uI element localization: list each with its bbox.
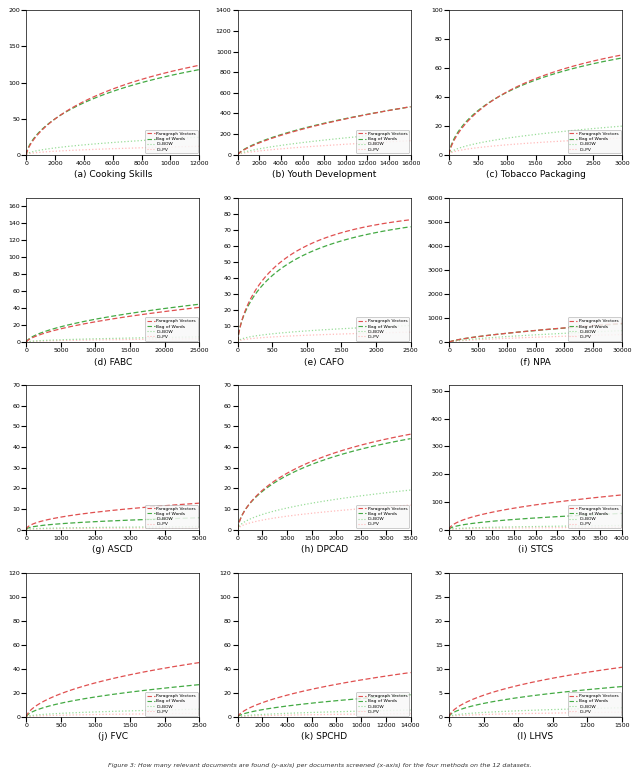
X-axis label: (h) DPCAD: (h) DPCAD	[301, 545, 348, 554]
Legend: Paragraph Vectors, Bag of Words, IG-BOW, IG-PV: Paragraph Vectors, Bag of Words, IG-BOW,…	[145, 318, 198, 341]
Legend: Paragraph Vectors, Bag of Words, IG-BOW, IG-PV: Paragraph Vectors, Bag of Words, IG-BOW,…	[356, 505, 409, 528]
Legend: Paragraph Vectors, Bag of Words, IG-BOW, IG-PV: Paragraph Vectors, Bag of Words, IG-BOW,…	[568, 505, 621, 528]
Legend: Paragraph Vectors, Bag of Words, IG-BOW, IG-PV: Paragraph Vectors, Bag of Words, IG-BOW,…	[356, 130, 409, 153]
X-axis label: (k) SPCHD: (k) SPCHD	[301, 732, 347, 741]
Legend: Paragraph Vectors, Bag of Words, IG-BOW, IG-PV: Paragraph Vectors, Bag of Words, IG-BOW,…	[145, 130, 198, 153]
X-axis label: (a) Cooking Skills: (a) Cooking Skills	[74, 170, 152, 179]
X-axis label: (i) STCS: (i) STCS	[518, 545, 553, 554]
Legend: Paragraph Vectors, Bag of Words, IG-BOW, IG-PV: Paragraph Vectors, Bag of Words, IG-BOW,…	[568, 130, 621, 153]
X-axis label: (l) LHVS: (l) LHVS	[518, 732, 554, 741]
X-axis label: (d) FABC: (d) FABC	[93, 358, 132, 367]
X-axis label: (g) ASCD: (g) ASCD	[92, 545, 133, 554]
Text: Figure 3: How many relevant documents are found (y-axis) per documents screened : Figure 3: How many relevant documents ar…	[108, 763, 532, 767]
X-axis label: (c) Tobacco Packaging: (c) Tobacco Packaging	[486, 170, 586, 179]
Legend: Paragraph Vectors, Bag of Words, IG-BOW, IG-PV: Paragraph Vectors, Bag of Words, IG-BOW,…	[145, 505, 198, 528]
Legend: Paragraph Vectors, Bag of Words, IG-BOW, IG-PV: Paragraph Vectors, Bag of Words, IG-BOW,…	[145, 692, 198, 716]
Legend: Paragraph Vectors, Bag of Words, IG-BOW, IG-PV: Paragraph Vectors, Bag of Words, IG-BOW,…	[568, 692, 621, 716]
Legend: Paragraph Vectors, Bag of Words, IG-BOW, IG-PV: Paragraph Vectors, Bag of Words, IG-BOW,…	[356, 318, 409, 341]
X-axis label: (f) NPA: (f) NPA	[520, 358, 551, 367]
Legend: Paragraph Vectors, Bag of Words, IG-BOW, IG-PV: Paragraph Vectors, Bag of Words, IG-BOW,…	[356, 692, 409, 716]
X-axis label: (j) FVC: (j) FVC	[98, 732, 128, 741]
X-axis label: (b) Youth Development: (b) Youth Development	[272, 170, 376, 179]
Legend: Paragraph Vectors, Bag of Words, IG-BOW, IG-PV: Paragraph Vectors, Bag of Words, IG-BOW,…	[568, 318, 621, 341]
X-axis label: (e) CAFO: (e) CAFO	[304, 358, 344, 367]
